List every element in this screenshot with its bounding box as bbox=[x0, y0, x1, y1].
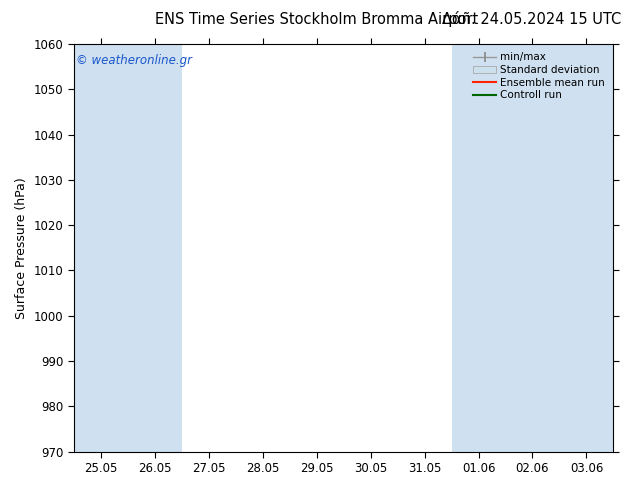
Text: ENS Time Series Stockholm Bromma Airport: ENS Time Series Stockholm Bromma Airport bbox=[155, 12, 479, 27]
Text: Δάñ. 24.05.2024 15 UTC: Δάñ. 24.05.2024 15 UTC bbox=[442, 12, 621, 27]
Legend: min/max, Standard deviation, Ensemble mean run, Controll run: min/max, Standard deviation, Ensemble me… bbox=[470, 49, 608, 103]
Bar bbox=[505, 44, 559, 452]
Text: © weatheronline.gr: © weatheronline.gr bbox=[77, 54, 193, 67]
Bar bbox=[74, 44, 127, 452]
Bar bbox=[451, 44, 505, 452]
Bar bbox=[559, 44, 614, 452]
Bar bbox=[127, 44, 182, 452]
Y-axis label: Surface Pressure (hPa): Surface Pressure (hPa) bbox=[15, 177, 28, 318]
